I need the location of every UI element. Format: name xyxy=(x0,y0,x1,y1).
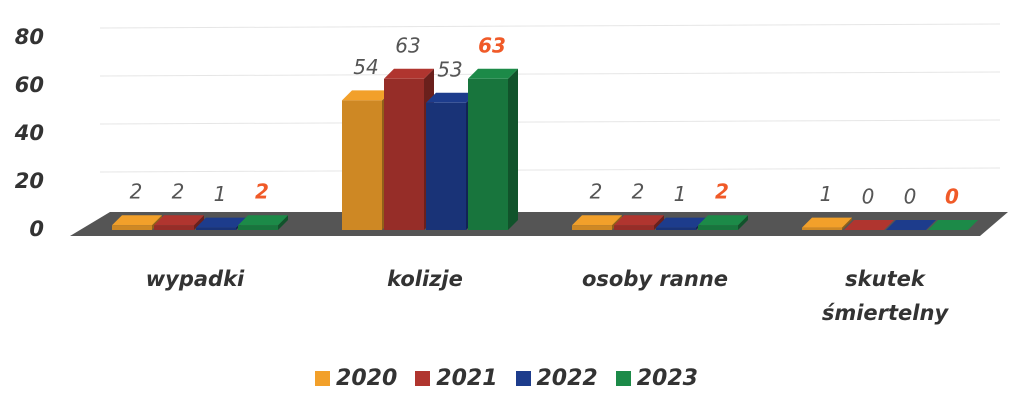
data-label: 0 xyxy=(945,185,959,209)
bar-side xyxy=(194,215,204,230)
x-tick-label: osoby ranne xyxy=(581,267,729,291)
data-label: 54 xyxy=(353,55,378,79)
bar xyxy=(426,102,466,230)
bar xyxy=(196,227,236,230)
x-tick-label: kolizje xyxy=(387,267,463,291)
data-label: 2 xyxy=(130,180,143,204)
y-tick-label: 60 xyxy=(15,73,44,97)
bar xyxy=(614,225,654,230)
bar-top xyxy=(886,220,936,230)
bar xyxy=(384,78,424,230)
bar xyxy=(468,78,508,230)
bar-top xyxy=(698,215,748,226)
bar-top xyxy=(112,215,162,226)
data-label: 53 xyxy=(437,57,462,81)
legend-label: 2021 xyxy=(436,366,498,391)
bar xyxy=(802,227,842,230)
bar-top xyxy=(614,215,664,226)
bar xyxy=(238,225,278,230)
data-label: 2 xyxy=(715,180,729,204)
data-label: 1 xyxy=(674,182,687,206)
bar-top xyxy=(572,215,622,226)
y-tick-label: 0 xyxy=(29,217,44,241)
data-label: 2 xyxy=(632,180,645,204)
bar-top xyxy=(844,220,894,230)
data-label: 0 xyxy=(904,185,917,209)
bar xyxy=(112,225,152,230)
bar-top xyxy=(196,217,246,228)
bar-top xyxy=(802,217,852,228)
bar-top xyxy=(154,215,204,226)
legend-item: 2021 xyxy=(415,366,498,391)
data-label: 63 xyxy=(395,33,420,57)
legend-item: 2020 xyxy=(315,366,397,391)
bar-side xyxy=(654,215,664,230)
bar-side xyxy=(278,215,288,230)
legend-label: 2023 xyxy=(636,366,698,391)
legend: 2020 2021 2022 2023 xyxy=(0,366,1013,391)
bar-side xyxy=(842,217,852,230)
bar xyxy=(572,225,612,230)
x-tick-label: skutek śmiertelny xyxy=(821,267,949,325)
data-label: 63 xyxy=(478,33,506,57)
data-label: 2 xyxy=(255,180,269,204)
legend-swatch xyxy=(315,371,331,386)
legend-item: 2023 xyxy=(615,366,698,391)
grid-line xyxy=(99,23,1001,29)
bar-top xyxy=(928,220,978,230)
bar-top xyxy=(468,68,518,79)
legend-swatch xyxy=(415,371,431,386)
data-label: 1 xyxy=(214,182,227,206)
y-tick-label: 40 xyxy=(14,121,44,145)
bar-top xyxy=(656,217,706,228)
bar-top xyxy=(384,68,434,79)
bar-side xyxy=(508,68,518,230)
data-label: 0 xyxy=(862,185,875,209)
y-tick-label: 20 xyxy=(15,169,44,193)
bar xyxy=(656,227,696,230)
bar-top xyxy=(426,92,476,103)
legend-swatch xyxy=(515,371,531,386)
bar xyxy=(698,225,738,230)
legend-label: 2020 xyxy=(336,366,398,391)
data-label: 2 xyxy=(590,180,603,204)
bar xyxy=(154,225,194,230)
grid-line xyxy=(99,167,1001,173)
legend-swatch xyxy=(615,371,631,386)
grid-line xyxy=(99,71,1001,77)
data-label: 1 xyxy=(820,182,833,206)
bar-top xyxy=(238,215,288,226)
x-tick-label: wypadki xyxy=(145,267,245,291)
legend-label: 2022 xyxy=(536,366,598,391)
bar-top xyxy=(342,90,392,101)
legend-item: 2022 xyxy=(515,366,598,391)
bar xyxy=(342,100,382,231)
grid-line xyxy=(99,119,1001,125)
floor xyxy=(70,212,1008,236)
y-tick-label: 80 xyxy=(15,25,44,49)
data-label: 2 xyxy=(172,180,185,204)
bar-side xyxy=(738,215,748,230)
